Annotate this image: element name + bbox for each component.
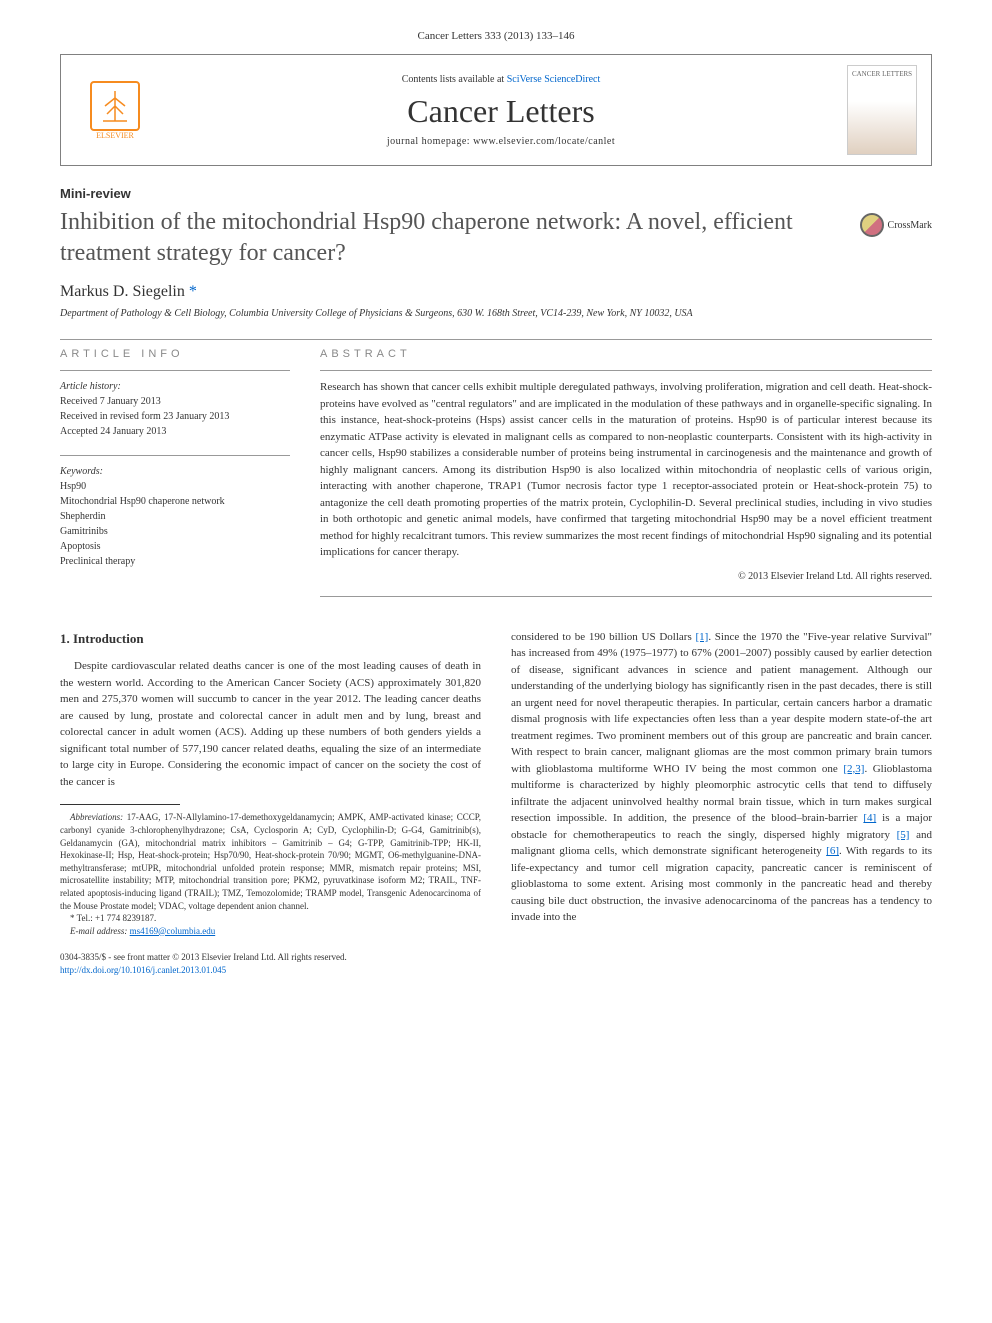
elsevier-tree-icon bbox=[90, 81, 140, 131]
crossmark-icon bbox=[860, 213, 884, 237]
ref-link[interactable]: [2,3] bbox=[843, 763, 864, 775]
footer-doi: 0304-3835/$ - see front matter © 2013 El… bbox=[60, 951, 932, 976]
abstract-block: ABSTRACT Research has shown that cancer … bbox=[320, 348, 932, 605]
crossmark-badge[interactable]: CrossMark bbox=[860, 213, 932, 237]
column-left: 1. Introduction Despite cardiovascular r… bbox=[60, 629, 481, 937]
info-abstract-row: ARTICLE INFO Article history: Received 7… bbox=[60, 348, 932, 605]
title-row: Inhibition of the mitochondrial Hsp90 ch… bbox=[60, 207, 932, 269]
contents-available: Contents lists available at SciVerse Sci… bbox=[155, 74, 847, 85]
affiliation: Department of Pathology & Cell Biology, … bbox=[60, 307, 932, 321]
author-line: Markus D. Siegelin * bbox=[60, 283, 932, 301]
abstract-heading: ABSTRACT bbox=[320, 348, 932, 360]
abbrev-text: 17-AAG, 17-N-Allylamino-17-demethoxygeld… bbox=[60, 812, 481, 910]
abstract-bottom-divider bbox=[320, 596, 932, 597]
abstract-text: Research has shown that cancer cells exh… bbox=[320, 379, 932, 561]
article-type: Mini-review bbox=[60, 186, 932, 201]
journal-header: ELSEVIER Contents lists available at Sci… bbox=[60, 54, 932, 166]
elsevier-logo[interactable]: ELSEVIER bbox=[75, 70, 155, 150]
keywords-list: Hsp90 Mitochondrial Hsp90 chaperone netw… bbox=[60, 479, 290, 569]
email-link[interactable]: ms4169@columbia.edu bbox=[130, 926, 216, 936]
ref-link[interactable]: [1] bbox=[695, 631, 708, 643]
keyword: Mitochondrial Hsp90 chaperone network bbox=[60, 494, 290, 509]
abbreviations-footnote: Abbreviations: 17-AAG, 17-N-Allylamino-1… bbox=[60, 811, 481, 912]
sciencedirect-link[interactable]: SciVerse ScienceDirect bbox=[507, 74, 601, 85]
column-right: considered to be 190 billion US Dollars … bbox=[511, 629, 932, 937]
keyword: Gamitrinibs bbox=[60, 524, 290, 539]
abstract-divider bbox=[320, 370, 932, 371]
footnote-divider bbox=[60, 804, 180, 805]
corresponding-marker-link[interactable]: * bbox=[189, 283, 197, 300]
intro-heading: 1. Introduction bbox=[60, 629, 481, 649]
journal-reference: Cancer Letters 333 (2013) 133–146 bbox=[60, 30, 932, 42]
contents-prefix: Contents lists available at bbox=[402, 74, 507, 85]
ref-link[interactable]: [4] bbox=[863, 812, 876, 824]
history-revised: Received in revised form 23 January 2013 bbox=[60, 409, 290, 424]
ref-link[interactable]: [6] bbox=[826, 845, 839, 857]
info-divider bbox=[60, 370, 290, 371]
abbrev-label: Abbreviations: bbox=[70, 812, 123, 822]
article-info-heading: ARTICLE INFO bbox=[60, 348, 290, 360]
body-columns: 1. Introduction Despite cardiovascular r… bbox=[60, 629, 932, 937]
journal-cover-thumbnail: CANCER LETTERS bbox=[847, 65, 917, 155]
intro-para-left: Despite cardiovascular related deaths ca… bbox=[60, 658, 481, 790]
history-accepted: Accepted 24 January 2013 bbox=[60, 424, 290, 439]
article-info-block: ARTICLE INFO Article history: Received 7… bbox=[60, 348, 290, 605]
crossmark-label: CrossMark bbox=[888, 220, 932, 231]
homepage-url[interactable]: www.elsevier.com/locate/canlet bbox=[473, 136, 615, 147]
email-label: E-mail address: bbox=[70, 926, 130, 936]
intro-para-right: considered to be 190 billion US Dollars … bbox=[511, 629, 932, 926]
article-title: Inhibition of the mitochondrial Hsp90 ch… bbox=[60, 207, 844, 269]
keywords-label: Keywords: bbox=[60, 466, 290, 477]
tel-text: Tel.: +1 774 8239187. bbox=[75, 913, 157, 923]
history-label: Article history: bbox=[60, 381, 290, 392]
email-footnote: E-mail address: ms4169@columbia.edu bbox=[60, 925, 481, 938]
keyword: Hsp90 bbox=[60, 479, 290, 494]
tel-footnote: * Tel.: +1 774 8239187. bbox=[60, 912, 481, 925]
journal-title: Cancer Letters bbox=[155, 93, 847, 130]
history-received: Received 7 January 2013 bbox=[60, 394, 290, 409]
keyword: Apoptosis bbox=[60, 539, 290, 554]
homepage-line: journal homepage: www.elsevier.com/locat… bbox=[155, 136, 847, 147]
elsevier-label: ELSEVIER bbox=[96, 131, 134, 140]
cover-label: CANCER LETTERS bbox=[852, 70, 912, 78]
issn-line: 0304-3835/$ - see front matter © 2013 El… bbox=[60, 952, 347, 962]
ref-link[interactable]: [5] bbox=[897, 829, 910, 841]
homepage-prefix: journal homepage: bbox=[387, 136, 473, 147]
info-divider bbox=[60, 455, 290, 456]
header-center: Contents lists available at SciVerse Sci… bbox=[155, 74, 847, 147]
divider bbox=[60, 339, 932, 340]
doi-link[interactable]: http://dx.doi.org/10.1016/j.canlet.2013.… bbox=[60, 965, 226, 975]
keyword: Shepherdin bbox=[60, 509, 290, 524]
abstract-copyright: © 2013 Elsevier Ireland Ltd. All rights … bbox=[320, 571, 932, 582]
keyword: Preclinical therapy bbox=[60, 554, 290, 569]
author-name: Markus D. Siegelin bbox=[60, 283, 185, 300]
